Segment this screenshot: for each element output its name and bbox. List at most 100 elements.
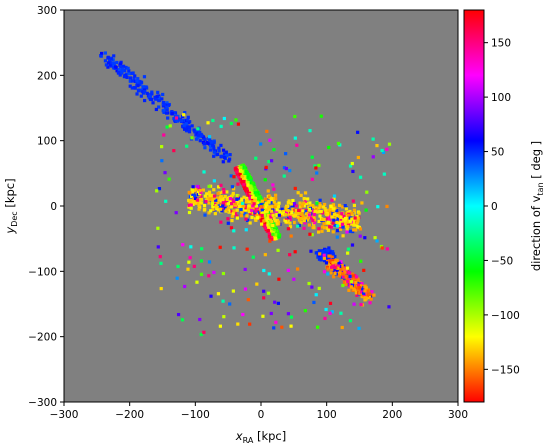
heatmap-cell xyxy=(356,216,360,220)
heatmap-cell xyxy=(253,207,257,211)
heatmap-cell xyxy=(292,202,297,206)
heatmap-cell xyxy=(228,197,233,201)
heatmap-cell xyxy=(300,204,305,208)
heatmap-cell xyxy=(289,315,293,319)
heatmap-cell xyxy=(298,218,302,222)
heatmap-cell xyxy=(148,95,152,99)
heatmap-cell xyxy=(239,165,243,170)
heatmap-cell xyxy=(363,289,367,293)
heatmap-cell xyxy=(127,71,131,76)
heatmap-cell xyxy=(181,243,185,247)
heatmap-cell xyxy=(288,221,292,225)
heatmap-cell xyxy=(356,155,360,160)
heatmap-cell xyxy=(262,219,266,223)
heatmap-cell xyxy=(275,222,279,226)
heatmap-cell xyxy=(164,199,168,203)
heatmap-cell xyxy=(289,202,294,206)
heatmap-cell xyxy=(309,249,313,253)
heatmap-cell xyxy=(278,211,282,215)
heatmap-cell xyxy=(131,71,135,75)
heatmap-cell xyxy=(293,114,297,119)
heatmap-cell xyxy=(360,288,364,292)
heatmap-cell xyxy=(270,211,274,215)
heatmap-cell xyxy=(331,250,335,254)
heatmap-cell xyxy=(235,193,239,198)
heatmap-cell xyxy=(346,251,350,255)
heatmap-cell xyxy=(330,198,334,202)
heatmap-cell xyxy=(141,90,145,94)
heatmap-cell xyxy=(326,226,330,231)
heatmap-cell xyxy=(117,67,121,72)
heatmap-cell xyxy=(324,261,329,265)
heatmap-cell xyxy=(286,227,290,231)
heatmap-cell xyxy=(330,258,335,262)
heatmap-cell xyxy=(243,287,248,291)
heatmap-cell xyxy=(244,228,248,232)
heatmap-cell xyxy=(344,282,348,287)
heatmap-cell xyxy=(188,191,192,195)
heatmap-cell xyxy=(106,55,110,59)
heatmap-cell xyxy=(166,116,170,120)
heatmap-cell xyxy=(244,169,248,174)
heatmap-cell xyxy=(178,118,182,122)
heatmap-cell xyxy=(360,285,364,290)
heatmap-cell xyxy=(256,210,260,215)
heatmap-cell xyxy=(356,283,361,287)
heatmap-cell xyxy=(241,312,245,317)
heatmap-cell xyxy=(254,156,258,160)
heatmap-cell xyxy=(274,320,278,324)
heatmap-cell xyxy=(273,205,277,209)
heatmap-cell xyxy=(317,202,322,206)
heatmap-cell xyxy=(107,58,112,63)
x-tick-label: 100 xyxy=(317,409,337,421)
heatmap-cell xyxy=(351,229,355,234)
heatmap-cell xyxy=(255,191,259,195)
heatmap-cell xyxy=(244,187,248,191)
heatmap-cell xyxy=(351,219,355,223)
heatmap-cell xyxy=(112,54,116,58)
heatmap-cell xyxy=(321,205,326,209)
heatmap-cell xyxy=(264,202,269,206)
heatmap-cell xyxy=(367,295,371,299)
heatmap-cell xyxy=(226,217,230,221)
heatmap-cell xyxy=(363,298,367,302)
heatmap-cell xyxy=(230,202,234,206)
heatmap-cell xyxy=(311,209,315,213)
heatmap-cell xyxy=(340,267,344,271)
heatmap-cell xyxy=(359,259,363,263)
heatmap-cell xyxy=(222,155,227,160)
heatmap-cell xyxy=(189,203,193,207)
heatmap-cell xyxy=(157,105,161,109)
heatmap-cell xyxy=(271,183,275,187)
heatmap-cell xyxy=(203,213,207,217)
heatmap-cell xyxy=(255,201,259,205)
heatmap-cell xyxy=(158,98,162,102)
heatmap-cell xyxy=(262,213,266,217)
heatmap-cell xyxy=(206,196,210,200)
heatmap-cell xyxy=(282,174,286,178)
heatmap-cell xyxy=(336,141,341,146)
heatmap-cell xyxy=(197,207,201,211)
heatmap-cell xyxy=(216,292,221,296)
x-tick-label: 200 xyxy=(382,409,402,421)
heatmap-cell xyxy=(196,200,200,204)
heatmap-cell xyxy=(331,252,335,256)
heatmap-cell xyxy=(265,210,269,214)
heatmap-cell xyxy=(365,293,370,298)
heatmap-cell xyxy=(303,199,307,203)
heatmap-cell xyxy=(267,272,271,276)
heatmap-cell xyxy=(237,175,241,179)
colorbar-ticks: −150 −100 −50 0 50 100 150 xyxy=(484,38,520,376)
heatmap-cell xyxy=(138,82,142,87)
heatmap-cell xyxy=(330,215,334,219)
heatmap-cell xyxy=(262,289,266,293)
heatmap-cell xyxy=(341,283,345,288)
heatmap-cell xyxy=(310,285,314,289)
heatmap-cell xyxy=(246,298,250,302)
colorbar xyxy=(463,9,485,403)
heatmap-cell xyxy=(148,97,153,102)
heatmap-cell xyxy=(251,204,255,208)
heatmap-cell xyxy=(220,209,224,213)
heatmap-cell xyxy=(231,187,236,191)
heatmap-cell xyxy=(230,218,234,223)
